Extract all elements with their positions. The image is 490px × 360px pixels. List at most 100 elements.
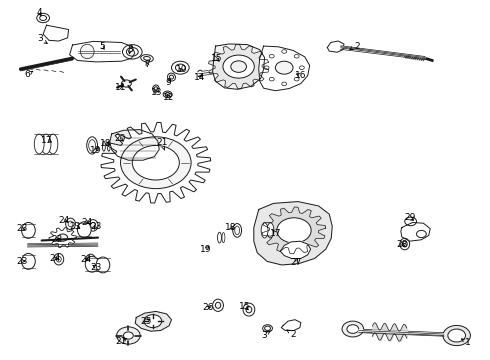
Ellipse shape — [87, 137, 98, 154]
Ellipse shape — [85, 256, 99, 272]
Ellipse shape — [91, 222, 96, 228]
Ellipse shape — [88, 257, 93, 263]
Circle shape — [275, 61, 293, 74]
Circle shape — [172, 61, 189, 74]
Circle shape — [443, 325, 470, 346]
Text: 26: 26 — [202, 303, 214, 312]
Ellipse shape — [197, 70, 202, 77]
Ellipse shape — [222, 233, 225, 243]
Polygon shape — [135, 311, 172, 331]
Text: 23: 23 — [70, 222, 81, 231]
Polygon shape — [70, 41, 135, 62]
Text: 2: 2 — [350, 41, 360, 50]
Text: 19: 19 — [200, 245, 212, 253]
Polygon shape — [401, 222, 430, 241]
Text: 18: 18 — [100, 139, 112, 148]
Ellipse shape — [112, 141, 115, 151]
Circle shape — [342, 321, 364, 337]
Ellipse shape — [267, 223, 274, 238]
Text: 3: 3 — [37, 34, 47, 44]
Polygon shape — [259, 46, 310, 91]
Ellipse shape — [102, 141, 105, 151]
Ellipse shape — [141, 55, 153, 62]
Ellipse shape — [235, 226, 240, 235]
Ellipse shape — [233, 224, 242, 237]
Text: 21: 21 — [156, 138, 168, 150]
Text: 24: 24 — [82, 218, 93, 227]
Polygon shape — [101, 122, 211, 203]
Circle shape — [223, 55, 254, 78]
Text: 17: 17 — [270, 229, 281, 238]
Text: 10: 10 — [175, 65, 187, 74]
Polygon shape — [254, 202, 332, 265]
Ellipse shape — [168, 73, 175, 81]
Ellipse shape — [243, 303, 255, 316]
Ellipse shape — [34, 134, 44, 154]
Ellipse shape — [400, 238, 410, 250]
Circle shape — [448, 329, 466, 342]
Circle shape — [282, 50, 287, 53]
Circle shape — [163, 91, 172, 98]
Text: 3: 3 — [262, 330, 270, 340]
Text: 18: 18 — [224, 223, 236, 232]
Text: 14: 14 — [194, 72, 206, 81]
Text: 27: 27 — [290, 258, 302, 266]
Circle shape — [175, 64, 185, 71]
Circle shape — [117, 327, 140, 344]
Ellipse shape — [77, 222, 91, 238]
Text: 23: 23 — [16, 256, 27, 265]
Polygon shape — [43, 25, 69, 41]
Circle shape — [121, 137, 191, 189]
Text: 28: 28 — [396, 240, 408, 248]
Polygon shape — [209, 44, 269, 89]
Ellipse shape — [80, 44, 94, 59]
Ellipse shape — [213, 299, 223, 311]
Circle shape — [37, 13, 49, 23]
Circle shape — [270, 77, 274, 81]
Polygon shape — [262, 207, 326, 254]
Text: 9: 9 — [166, 78, 171, 87]
Circle shape — [122, 45, 142, 59]
Text: 4: 4 — [36, 8, 42, 17]
Text: 24: 24 — [58, 216, 69, 225]
Ellipse shape — [88, 220, 98, 231]
Text: 23: 23 — [90, 222, 101, 231]
Text: 15: 15 — [239, 302, 251, 311]
Polygon shape — [327, 41, 344, 52]
Circle shape — [58, 234, 68, 241]
Circle shape — [270, 54, 274, 58]
Polygon shape — [49, 228, 76, 248]
Ellipse shape — [48, 134, 58, 154]
Circle shape — [347, 325, 359, 333]
Text: 5: 5 — [99, 42, 105, 51]
Ellipse shape — [402, 241, 407, 247]
Ellipse shape — [96, 257, 110, 273]
Circle shape — [126, 48, 138, 56]
Ellipse shape — [56, 256, 61, 262]
Circle shape — [263, 325, 272, 332]
Text: 21: 21 — [116, 337, 127, 346]
Circle shape — [122, 80, 131, 87]
Text: 25: 25 — [140, 317, 152, 325]
Text: 19: 19 — [90, 146, 102, 155]
Circle shape — [132, 145, 179, 180]
Text: 1: 1 — [462, 338, 471, 347]
Ellipse shape — [22, 222, 35, 238]
Text: 23: 23 — [90, 263, 102, 271]
Ellipse shape — [246, 306, 252, 313]
Text: 11: 11 — [115, 83, 126, 91]
Text: 12: 12 — [163, 93, 174, 102]
Text: 24: 24 — [49, 254, 60, 263]
Circle shape — [264, 66, 269, 69]
Text: 15: 15 — [211, 54, 222, 63]
Ellipse shape — [107, 141, 110, 151]
Ellipse shape — [86, 254, 96, 266]
Polygon shape — [281, 320, 301, 330]
Circle shape — [231, 61, 246, 72]
Ellipse shape — [216, 302, 220, 308]
Circle shape — [299, 66, 304, 69]
Circle shape — [282, 82, 287, 86]
Text: 23: 23 — [16, 225, 27, 234]
Ellipse shape — [154, 87, 158, 90]
Circle shape — [165, 93, 170, 96]
